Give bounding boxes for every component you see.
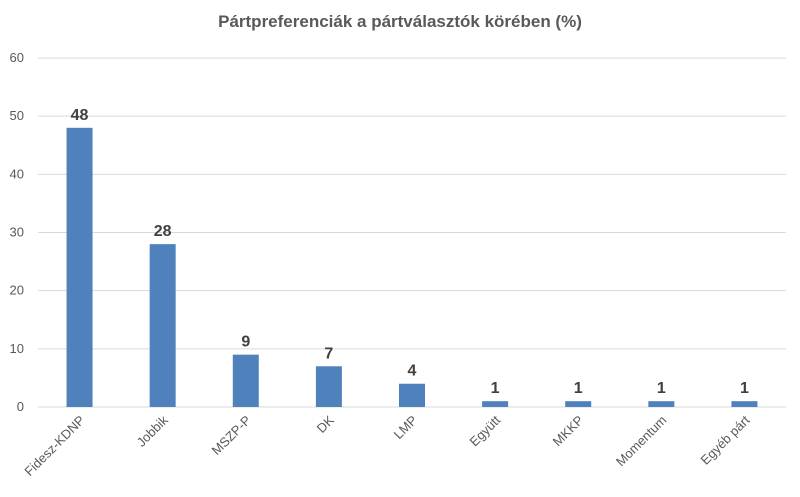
data-label: 28 [154,223,172,240]
bar [232,354,259,407]
data-label: 1 [657,380,666,397]
x-tick-label: Együtt [467,412,504,449]
y-tick-label: 50 [10,108,24,123]
x-tick-label: Jobbik [134,412,172,450]
data-label: 9 [241,334,250,351]
chart-title: Pártpreferenciák a pártválasztók körében… [218,12,582,31]
x-tick-label: MSZP-P [209,413,254,458]
data-label: 1 [740,380,749,397]
y-tick-label: 10 [10,341,24,356]
bar [315,366,342,407]
y-tick-label: 30 [10,225,24,240]
data-label: 7 [324,345,333,362]
bar [482,401,509,407]
x-tick-label: Fidesz-KDNP [21,413,87,479]
x-tick-label: DK [314,412,338,436]
x-tick-label: LMP [391,413,421,443]
bar [399,383,425,407]
data-label: 4 [408,363,417,380]
y-tick-label: 0 [17,399,24,414]
bar [565,401,592,407]
bar [731,401,758,407]
bar [66,127,93,408]
y-tick-label: 20 [10,283,24,298]
x-tick-label: MKKP [550,413,587,450]
data-label: 1 [574,380,583,397]
y-tick-label: 60 [10,50,24,65]
x-tick-label: Momentum [613,413,670,470]
bar [149,244,176,407]
data-label: 48 [71,107,89,124]
data-label: 1 [491,380,500,397]
bar [648,401,675,407]
y-tick-label: 40 [10,166,24,181]
x-tick-label: Egyéb párt [697,412,752,467]
